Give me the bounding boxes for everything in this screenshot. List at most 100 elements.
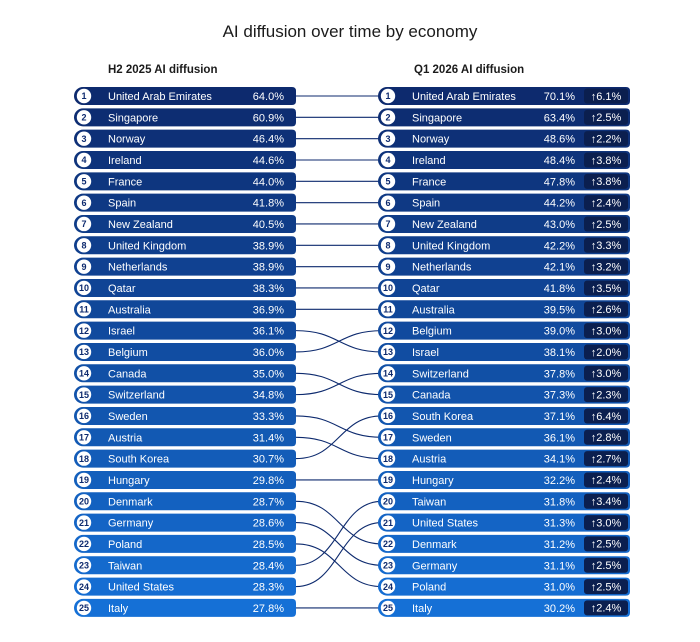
right-value: 47.8% <box>544 176 575 188</box>
right-row-bar <box>378 236 630 255</box>
left-row-bar <box>74 236 296 255</box>
right-rank-number: 25 <box>383 603 393 613</box>
right-row: 18 Austria 34.1% ↑2.7% <box>378 449 630 468</box>
left-rank-circle <box>76 515 92 530</box>
left-country-name: Italy <box>108 603 129 615</box>
right-rank-circle <box>380 259 396 274</box>
left-country-name: United Kingdom <box>108 240 186 252</box>
right-country-name: Singapore <box>412 112 462 124</box>
right-country-name: Australia <box>412 304 456 316</box>
left-value: 35.0% <box>253 368 284 380</box>
right-row: 7 New Zealand 43.0% ↑2.5% <box>378 214 630 233</box>
left-rank-circle <box>76 174 92 189</box>
left-rank-number: 22 <box>79 539 89 549</box>
right-row: 17 Sweden 36.1% ↑2.8% <box>378 428 630 447</box>
right-row-bar <box>378 513 630 532</box>
left-row-bar <box>74 492 296 511</box>
right-row: 1 United Arab Emirates 70.1% ↑6.1% <box>378 87 630 105</box>
left-country-name: France <box>108 176 142 188</box>
change-value: ↑2.7% <box>591 453 622 465</box>
right-rank-circle <box>380 174 396 189</box>
left-rank-circle <box>76 494 92 509</box>
left-row-bar <box>74 214 296 233</box>
right-value: 31.8% <box>544 496 575 508</box>
left-row-bar <box>74 449 296 468</box>
right-ranking-rows: 1 United Arab Emirates 70.1% ↑6.1% 2 Singapor… <box>378 87 630 617</box>
right-value: 38.1% <box>544 347 575 359</box>
left-row: 16 Sweden 33.3% <box>74 406 296 425</box>
left-country-name: Belgium <box>108 347 148 359</box>
right-rank-circle <box>380 408 396 424</box>
left-rank-circle <box>76 579 92 594</box>
right-row-bar <box>378 364 630 383</box>
left-row: 22 Poland 28.5% <box>74 534 296 553</box>
right-value: 48.4% <box>544 155 575 167</box>
change-value: ↑3.0% <box>591 368 622 380</box>
left-value: 44.6% <box>253 155 284 167</box>
right-rank-circle <box>380 88 396 104</box>
right-rank-circle <box>380 323 396 338</box>
left-value: 38.3% <box>253 283 284 295</box>
left-row: 17 Austria 31.4% <box>74 428 296 447</box>
left-country-name: New Zealand <box>108 219 173 231</box>
change-value: ↑2.3% <box>591 389 622 401</box>
right-row-bar <box>378 150 630 169</box>
left-row-bar <box>74 556 296 575</box>
left-row: 20 Denmark 28.7% <box>74 492 296 511</box>
change-badge <box>584 600 628 616</box>
right-rank-circle <box>380 472 396 488</box>
left-rank-circle <box>76 195 92 210</box>
right-rank-circle <box>380 302 396 317</box>
left-row: 21 Germany 28.6% <box>74 513 296 532</box>
left-row: 12 Israel 36.1% <box>74 321 296 340</box>
left-rank-number: 9 <box>81 262 86 272</box>
right-rank-circle <box>380 344 396 360</box>
change-value: ↑2.2% <box>591 133 622 145</box>
left-value: 28.7% <box>253 496 284 508</box>
change-value: ↑6.1% <box>591 91 622 103</box>
right-row-bar <box>378 108 630 127</box>
left-row: 11 Australia 36.9% <box>74 300 296 319</box>
right-rank-number: 2 <box>385 113 390 123</box>
left-country-name: Australia <box>108 304 152 316</box>
right-value: 36.1% <box>544 432 575 444</box>
right-country-name: Taiwan <box>412 496 446 508</box>
right-rank-circle <box>380 430 396 445</box>
right-country-name: United States <box>412 518 479 530</box>
change-badge <box>584 323 628 339</box>
change-badge <box>584 88 628 104</box>
left-value: 29.8% <box>253 475 284 487</box>
rank-connectors <box>295 95 383 609</box>
left-row: 1 United Arab Emirates 64.0% <box>74 87 296 105</box>
right-rank-circle <box>380 515 396 530</box>
right-rank-circle <box>380 387 396 402</box>
change-value: ↑3.0% <box>591 325 622 337</box>
right-country-name: South Korea <box>412 411 474 423</box>
right-row: 19 Hungary 32.2% ↑2.4% <box>378 470 630 489</box>
left-row: 9 Netherlands 38.9% <box>74 257 296 276</box>
right-row-bar <box>378 278 630 297</box>
left-value: 31.4% <box>253 432 284 444</box>
left-country-name: Denmark <box>108 496 153 508</box>
right-country-name: Switzerland <box>412 368 469 380</box>
right-rank-circle <box>380 152 396 168</box>
change-value: ↑3.0% <box>591 517 622 529</box>
left-rank-number: 23 <box>79 560 89 570</box>
change-value: ↑2.5% <box>591 560 622 572</box>
right-value: 48.6% <box>544 134 575 146</box>
right-row-bar <box>378 406 630 425</box>
right-rank-number: 6 <box>385 198 390 208</box>
change-value: ↑3.8% <box>591 155 622 167</box>
left-rank-circle <box>76 88 92 104</box>
right-value: 43.0% <box>544 219 575 231</box>
right-value: 39.5% <box>544 304 575 316</box>
right-row: 16 South Korea 37.1% ↑6.4% <box>378 406 630 425</box>
left-row: 4 Ireland 44.6% <box>74 150 296 169</box>
right-row-bar <box>378 172 630 191</box>
left-country-name: Singapore <box>108 112 158 124</box>
left-rank-circle <box>76 558 92 573</box>
left-rank-number: 10 <box>79 283 89 293</box>
change-badge <box>584 557 628 573</box>
left-row: 14 Canada 35.0% <box>74 364 296 383</box>
